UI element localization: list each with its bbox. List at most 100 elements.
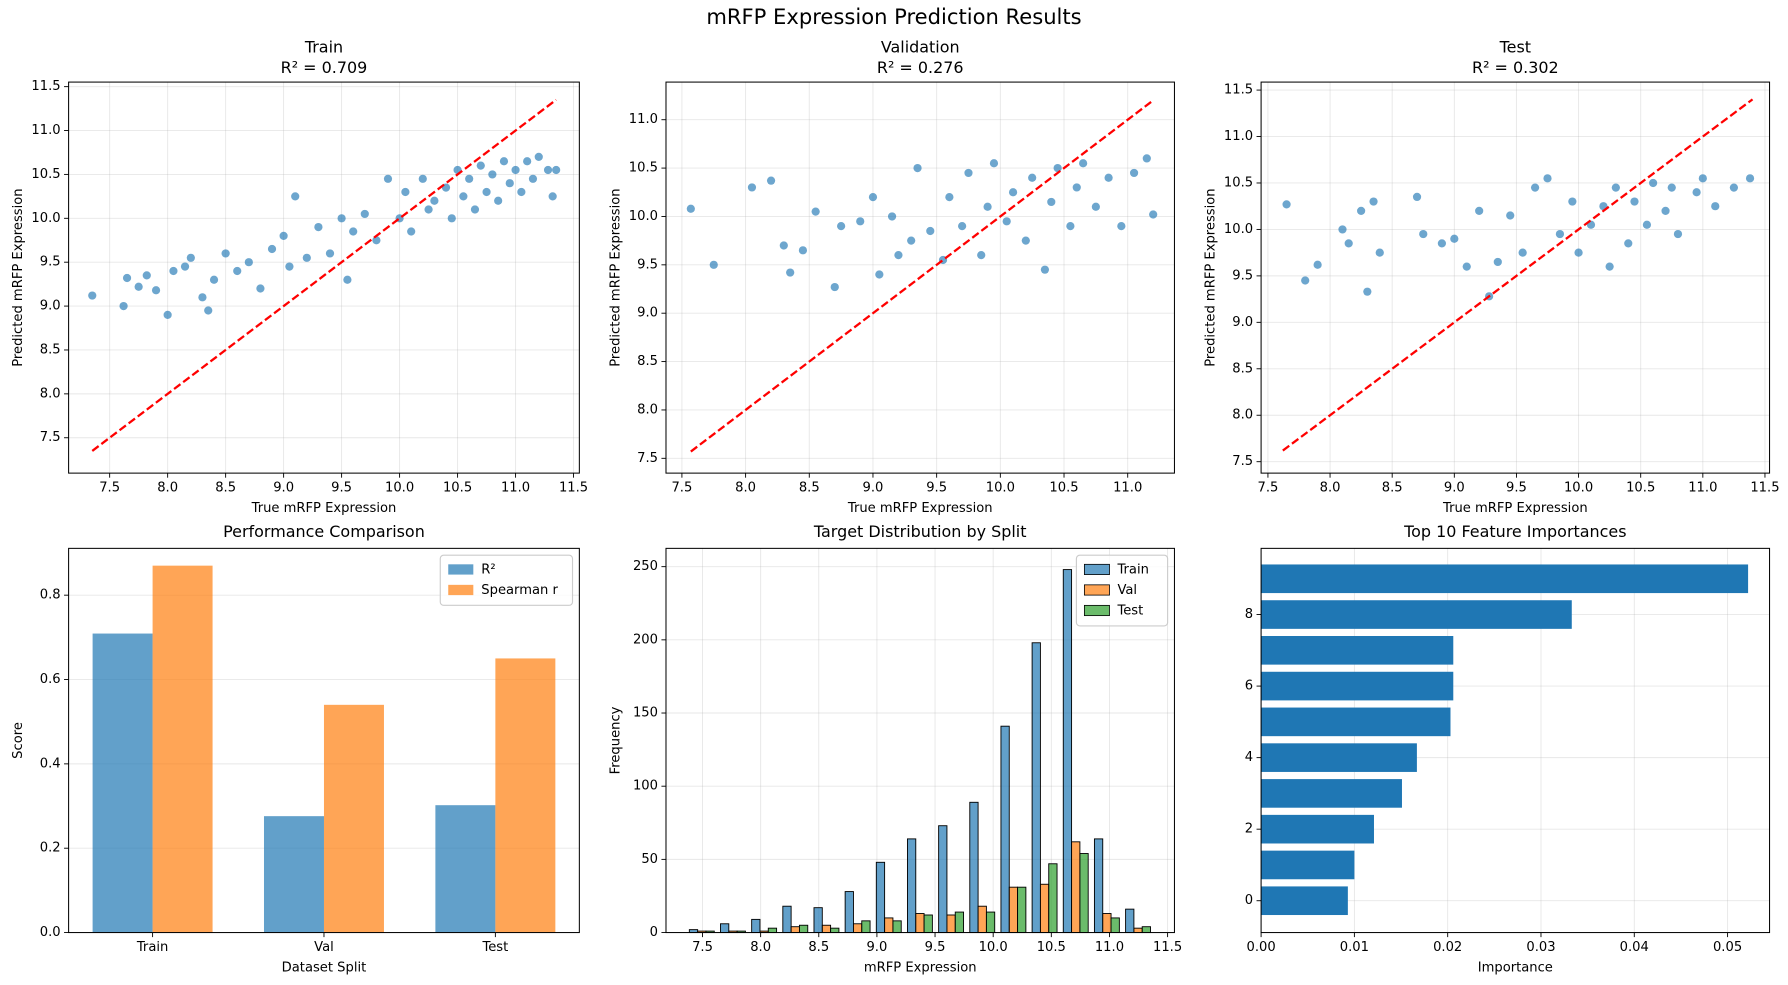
scatter-point	[1555, 229, 1565, 239]
histogram-bar	[977, 905, 987, 934]
histogram-bar	[751, 918, 761, 934]
x-tick-label: 11.0	[501, 480, 530, 495]
y-tick-label: 200	[633, 632, 658, 647]
scatter-point	[686, 204, 695, 213]
scatter-point	[1649, 178, 1658, 188]
scatter-point	[837, 222, 846, 231]
bar	[1261, 564, 1749, 594]
scatter-point	[1568, 197, 1577, 206]
y-tick-label: 9.5	[637, 257, 658, 272]
histogram-bar	[821, 924, 832, 934]
scatter-point	[494, 196, 503, 205]
subplot: Train R² = 0.709 True mRFP Expression Predi…	[11, 37, 588, 516]
scatter-point	[1711, 202, 1720, 211]
x-axis-label: Dataset Split	[282, 960, 367, 975]
histogram-bar	[884, 917, 894, 934]
scatter-point	[256, 284, 265, 293]
scatter-point	[1079, 159, 1088, 168]
y-tick-label: 150	[633, 706, 658, 721]
scatter-point	[499, 157, 509, 166]
scatter-point	[964, 168, 973, 178]
legend: R² Spearman r	[439, 554, 574, 606]
bar	[495, 658, 556, 933]
y-tick-label: 0.0	[40, 925, 61, 940]
x-tick-label: 9.5	[926, 480, 947, 495]
bar	[435, 805, 496, 933]
scatter-point	[1040, 265, 1050, 274]
y-axis-label: Predicted mRFP Expression	[11, 188, 26, 366]
x-axis-label: True mRFP Expression	[847, 501, 993, 516]
y-tick-label: 11.0	[629, 112, 658, 127]
y-tick-label: 7.5	[1232, 454, 1253, 469]
x-tick-label: 10.5	[1037, 940, 1066, 955]
x-tick-label: Test	[481, 940, 508, 955]
scatter-point	[1047, 197, 1056, 207]
scatter-point	[302, 253, 311, 262]
bar	[263, 816, 324, 933]
reference-line	[690, 99, 1154, 453]
y-tick-label: 4	[1245, 750, 1253, 765]
scatter-point	[1462, 262, 1471, 271]
y-tick-label: 8.5	[637, 354, 658, 369]
histogram-bar	[1079, 853, 1089, 934]
y-tick-label: 10.0	[629, 209, 658, 224]
scatter-point	[1142, 154, 1151, 163]
scatter-point	[830, 282, 839, 292]
histogram-bar	[1102, 913, 1112, 934]
x-tick-label: 8.0	[1320, 480, 1341, 495]
axes-frame	[665, 81, 1175, 474]
grid	[1261, 82, 1770, 474]
y-tick-label: 10.5	[31, 167, 60, 182]
bar	[1261, 814, 1374, 844]
scatter-point	[204, 306, 213, 315]
plot-title: Top 10 Feature Importances	[1403, 522, 1626, 541]
histogram-bar	[798, 924, 809, 934]
histogram-bar	[1110, 917, 1120, 934]
x-tick-label: 10.0	[385, 480, 414, 495]
x-tick-label: 9.0	[866, 940, 887, 955]
y-tick-label: 10.0	[31, 211, 60, 226]
x-tick-label: 10.0	[1564, 480, 1593, 495]
x-tick-label: 11.5	[1750, 480, 1779, 495]
scatter-point	[1072, 183, 1081, 192]
x-tick-label: 9.0	[863, 480, 884, 495]
x-tick-label: 10.5	[443, 480, 472, 495]
histogram-bar	[1125, 908, 1135, 934]
scatter-point	[1129, 168, 1139, 178]
bar	[1261, 707, 1451, 737]
bar	[1261, 850, 1355, 880]
legend-label: Test	[1116, 604, 1143, 619]
histogram-bar	[844, 891, 854, 934]
scatter-point	[505, 179, 514, 188]
scatter-point	[360, 209, 369, 219]
x-tick-label: 0.05	[1713, 940, 1742, 955]
y-tick-label: 7.5	[637, 451, 658, 466]
y-tick-label: 0.2	[40, 841, 61, 856]
y-tick-label: 8	[1245, 607, 1253, 622]
scatter-point	[314, 222, 323, 232]
scatter-point	[766, 176, 776, 185]
x-tick-label: 7.5	[99, 480, 120, 495]
axes-frame	[1260, 81, 1771, 474]
scatter-point	[1475, 206, 1484, 215]
histogram-bar	[1062, 569, 1073, 934]
histogram-bar	[938, 825, 948, 934]
reference-line	[91, 98, 557, 452]
histogram-bar	[1141, 926, 1151, 934]
scatter-point	[977, 251, 986, 260]
x-tick-label: Val	[314, 940, 334, 955]
scatter-point	[1028, 173, 1037, 182]
scatter-point	[343, 275, 352, 284]
y-tick-label: 11.0	[1224, 129, 1253, 144]
x-tick-label: 7.5	[671, 480, 692, 495]
y-axis-label: Frequency	[608, 706, 623, 774]
grid	[68, 82, 580, 474]
scatter-point	[1698, 174, 1707, 183]
y-tick-label: 0	[650, 925, 658, 940]
scatter-point	[543, 165, 553, 175]
scatter-point	[926, 226, 935, 236]
x-tick-label: 8.5	[1382, 480, 1403, 495]
scatter-point	[1673, 229, 1683, 239]
y-tick-label: 50	[641, 852, 658, 867]
axes-frame	[68, 547, 580, 934]
